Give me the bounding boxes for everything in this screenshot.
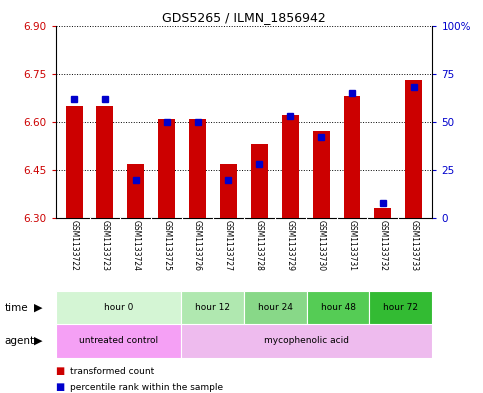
Bar [282, 116, 298, 218]
Bar [251, 144, 268, 218]
Bar [66, 106, 83, 218]
Bar [343, 96, 360, 218]
Text: hour 72: hour 72 [384, 303, 418, 312]
Text: GSM1133732: GSM1133732 [378, 220, 387, 271]
Text: untreated control: untreated control [79, 336, 158, 345]
Text: ■: ■ [56, 366, 65, 376]
Text: GSM1133730: GSM1133730 [317, 220, 326, 272]
Text: ▶: ▶ [34, 303, 43, 312]
Title: GDS5265 / ILMN_1856942: GDS5265 / ILMN_1856942 [162, 11, 326, 24]
Text: agent: agent [5, 336, 35, 346]
Bar [244, 291, 307, 324]
Bar [374, 208, 391, 218]
Text: hour 24: hour 24 [258, 303, 293, 312]
Bar [56, 291, 181, 324]
Bar [158, 119, 175, 218]
Text: GSM1133723: GSM1133723 [100, 220, 110, 271]
Text: GSM1133722: GSM1133722 [70, 220, 79, 271]
Text: transformed count: transformed count [70, 367, 154, 376]
Bar [405, 80, 422, 218]
Bar [313, 131, 329, 218]
Text: GSM1133727: GSM1133727 [224, 220, 233, 271]
Text: mycophenolic acid: mycophenolic acid [264, 336, 349, 345]
Text: ▶: ▶ [34, 336, 43, 346]
Text: GSM1133726: GSM1133726 [193, 220, 202, 271]
Bar [128, 163, 144, 218]
Bar [220, 163, 237, 218]
Text: GSM1133733: GSM1133733 [409, 220, 418, 272]
Text: hour 12: hour 12 [195, 303, 230, 312]
Text: ■: ■ [56, 382, 65, 392]
Bar [56, 324, 181, 358]
Bar [181, 291, 244, 324]
Bar [369, 291, 432, 324]
Bar [189, 119, 206, 218]
Text: time: time [5, 303, 28, 312]
Text: GSM1133728: GSM1133728 [255, 220, 264, 271]
Text: GSM1133725: GSM1133725 [162, 220, 171, 271]
Text: percentile rank within the sample: percentile rank within the sample [70, 383, 223, 391]
Bar [97, 106, 114, 218]
Text: hour 48: hour 48 [321, 303, 355, 312]
Bar [307, 291, 369, 324]
Text: GSM1133729: GSM1133729 [286, 220, 295, 271]
Text: GSM1133731: GSM1133731 [347, 220, 356, 271]
Text: hour 0: hour 0 [104, 303, 133, 312]
Bar [181, 324, 432, 358]
Text: GSM1133724: GSM1133724 [131, 220, 141, 271]
